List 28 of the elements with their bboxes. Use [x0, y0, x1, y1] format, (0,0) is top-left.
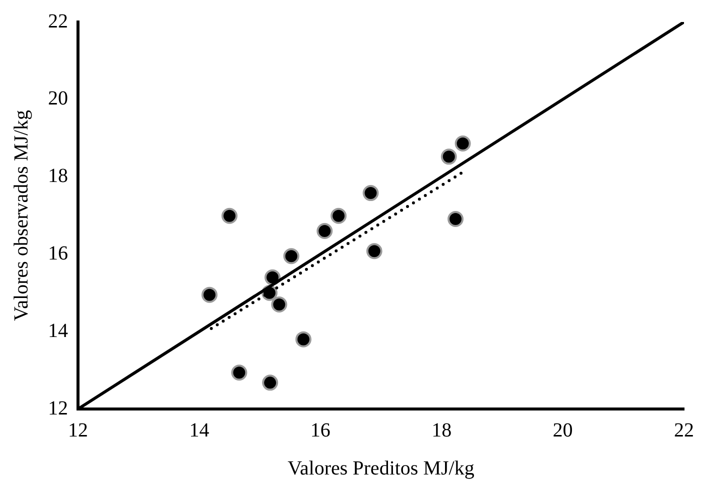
point [222, 208, 238, 224]
y-tick-label: 12 [48, 397, 68, 420]
x-tick-label: 18 [432, 419, 452, 442]
x-axis-title: Valores Preditos MJ/kg [288, 457, 474, 480]
y-tick-label: 14 [48, 320, 68, 342]
y-tick-label: 22 [48, 10, 68, 32]
point [316, 222, 333, 239]
point [330, 208, 347, 224]
point [295, 331, 312, 348]
y-tick-label: 18 [48, 165, 68, 188]
point [271, 296, 288, 313]
point [454, 136, 471, 152]
y-axis-title: Valores observados MJ/kg [10, 110, 32, 322]
point [283, 248, 300, 264]
point [202, 286, 218, 303]
point [262, 374, 278, 391]
y-tick-label: 20 [48, 88, 68, 110]
y-tick-label: 16 [48, 242, 68, 264]
point [231, 364, 248, 381]
point [366, 243, 382, 260]
point [448, 210, 464, 227]
point [362, 185, 379, 202]
x-tick-label: 22 [674, 419, 694, 442]
x-tick-label: 14 [189, 419, 210, 442]
x-tick-label: 12 [68, 419, 88, 442]
point [440, 148, 457, 165]
x-tick-label: 20 [552, 419, 573, 442]
x-tick-label: 16 [310, 419, 330, 442]
